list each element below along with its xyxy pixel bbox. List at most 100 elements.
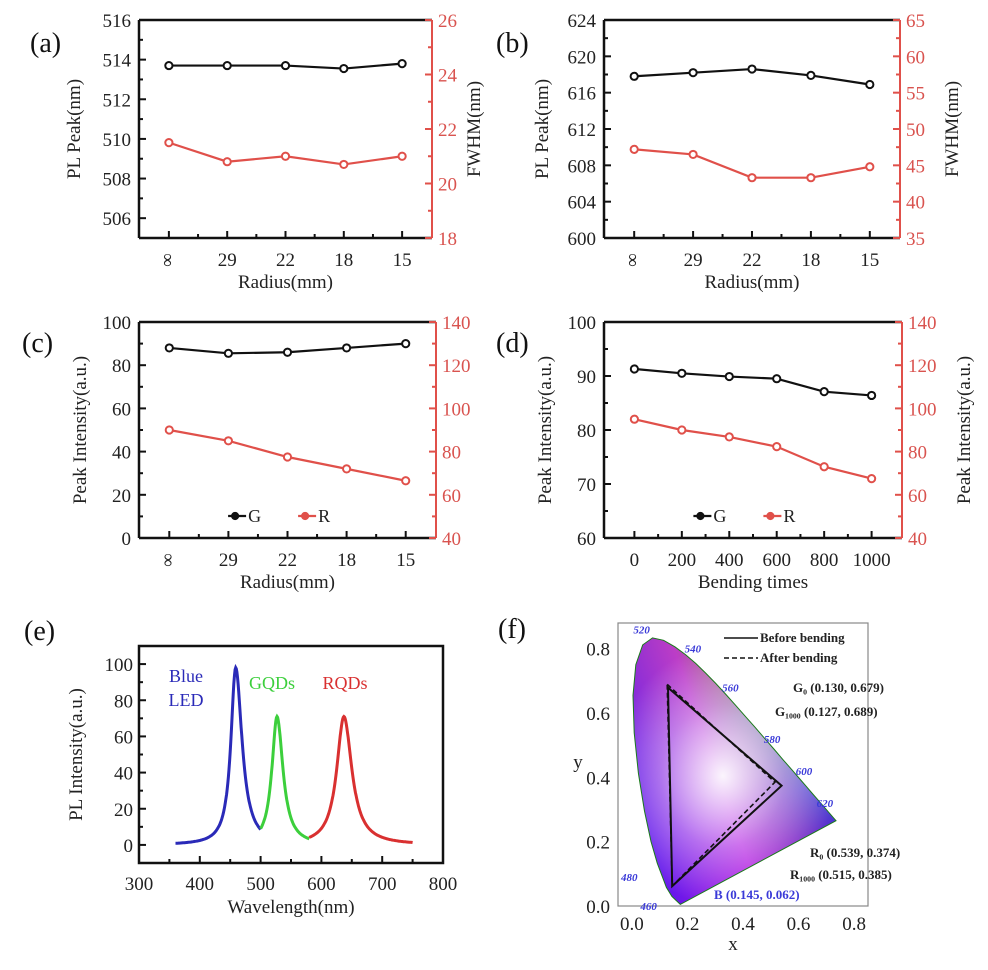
x-axis-title: Wavelength(nm)	[227, 897, 354, 918]
wavelength-label: 540	[685, 644, 702, 656]
legend-label: G	[248, 506, 261, 526]
y-tick-label-right: 20	[438, 175, 457, 196]
x-tick-label: 800	[429, 874, 458, 895]
x-tick-label: 0	[630, 550, 640, 571]
y-tick-label-left: 516	[103, 11, 132, 32]
legend-marker	[301, 511, 310, 521]
data-point	[342, 464, 352, 474]
y-tick-label-left: 90	[577, 367, 596, 388]
y-tick-label: 80	[114, 691, 133, 712]
data-point	[397, 59, 407, 69]
data-point	[342, 343, 352, 353]
data-point	[747, 64, 757, 74]
x-axis-title: Radius(mm)	[705, 272, 800, 293]
x-tick-label: 800	[810, 550, 839, 571]
data-point	[677, 425, 687, 435]
legend-marker	[231, 511, 240, 521]
x-tick-label: 400	[715, 550, 744, 571]
y-tick-label-left: 508	[103, 170, 132, 191]
x-tick-label: 0.2	[676, 914, 700, 935]
panel-a: 506 508 510 512 514 516 18 20 22 24 26 ∞ 29 22 18 15 Rad…	[30, 11, 485, 293]
y-tick-label: 0.6	[586, 704, 610, 725]
peak-label: Blue	[169, 666, 203, 686]
legend-marker	[696, 511, 705, 521]
series-line-g	[634, 367, 872, 397]
x-tick-label: 1000	[853, 550, 891, 571]
x-tick-label: 15	[396, 550, 415, 571]
x-axis-title: Bending times	[698, 572, 808, 593]
y-tick-label: 0.0	[586, 897, 610, 918]
panel-c: 0 20 40 60 80 100 40 60 80 100 120 140 ∞ 29 22 18 15 Radi…	[22, 313, 471, 593]
y-tick-label-right: 60	[442, 486, 461, 507]
y-tick-label-left: 624	[568, 11, 597, 32]
y-tick-label-right: 100	[442, 399, 471, 420]
peak-label: RQDs	[322, 673, 367, 693]
data-point	[223, 436, 233, 446]
y-tick-label-left: 100	[103, 313, 132, 334]
y-tick-label: 0.8	[586, 640, 610, 661]
y-tick-label-left: 20	[112, 486, 131, 507]
wavelength-label: 520	[633, 624, 650, 636]
y-tick-label-left: 620	[568, 47, 597, 68]
data-point	[282, 452, 293, 462]
x-tick-label: 0.6	[787, 914, 811, 935]
x-tick-label: 22	[743, 250, 762, 271]
y-tick-label-right: 18	[438, 229, 457, 250]
panels: 506 508 510 512 514 516 18 20 22 24 26 ∞ 29 22 18 15 Rad…	[22, 11, 975, 955]
panel-label: (b)	[496, 28, 529, 59]
x-tick-label: 29	[218, 250, 237, 271]
y-axis-title-right: FWHM(nm)	[942, 81, 963, 177]
y-tick-label-left: 600	[568, 229, 597, 250]
y-tick-label-left: 70	[577, 475, 596, 496]
x-tick-label: 600	[762, 550, 791, 571]
y-tick-label-right: 45	[906, 156, 925, 177]
data-point	[222, 60, 232, 71]
x-tick-label: 22	[278, 550, 297, 571]
y-tick-label-right: 100	[908, 399, 937, 420]
wavelength-label: 460	[639, 901, 657, 913]
y-tick-label-left: 612	[568, 120, 597, 141]
data-point	[164, 425, 174, 435]
y-tick-label-right: 65	[906, 11, 925, 32]
data-point	[401, 476, 411, 486]
y-tick-label-right: 50	[906, 120, 925, 141]
y-tick-label: 20	[114, 800, 133, 821]
y-tick-label-right: 120	[908, 356, 937, 377]
y-tick-label-left: 40	[112, 443, 131, 464]
panel-e: 0 20 40 60 80 100 300 400 500 600 700 800 Wavelength…	[24, 616, 457, 918]
legend-label: R	[318, 506, 330, 526]
data-point	[677, 368, 687, 378]
legend-label: R	[783, 506, 795, 526]
legend-label: G	[713, 506, 726, 526]
x-axis-title: Radius(mm)	[238, 272, 333, 293]
y-tick-label-left: 604	[568, 193, 597, 214]
x-tick-label: ∞	[157, 553, 178, 567]
data-point	[867, 390, 877, 401]
gamut-triangle-solid	[666, 685, 784, 889]
data-point	[629, 71, 639, 81]
x-tick-label: 29	[684, 250, 703, 271]
panel-label: (d)	[496, 328, 529, 359]
data-point	[772, 442, 782, 452]
y-tick-label: 60	[114, 727, 133, 748]
wavelength-label: 620	[817, 798, 834, 810]
x-axis-title: Radius(mm)	[240, 572, 335, 593]
data-point	[164, 138, 174, 148]
x-tick-label: 15	[393, 250, 412, 271]
y-tick-label-right: 40	[906, 193, 925, 214]
spectrum-rqds	[308, 714, 413, 844]
data-point	[282, 347, 293, 357]
legend-marker	[766, 511, 775, 521]
y-tick-label-right: 35	[906, 229, 925, 250]
data-point	[222, 157, 232, 167]
data-point	[724, 371, 734, 382]
data-point	[819, 387, 829, 397]
x-tick-label: 18	[337, 550, 356, 571]
data-point	[629, 414, 639, 424]
data-point	[747, 173, 757, 183]
data-point	[867, 474, 877, 484]
wavelength-label: 600	[796, 766, 813, 778]
data-point	[397, 151, 407, 161]
x-tick-label: 0.4	[731, 914, 755, 935]
y-tick-label-left: 512	[103, 90, 132, 111]
